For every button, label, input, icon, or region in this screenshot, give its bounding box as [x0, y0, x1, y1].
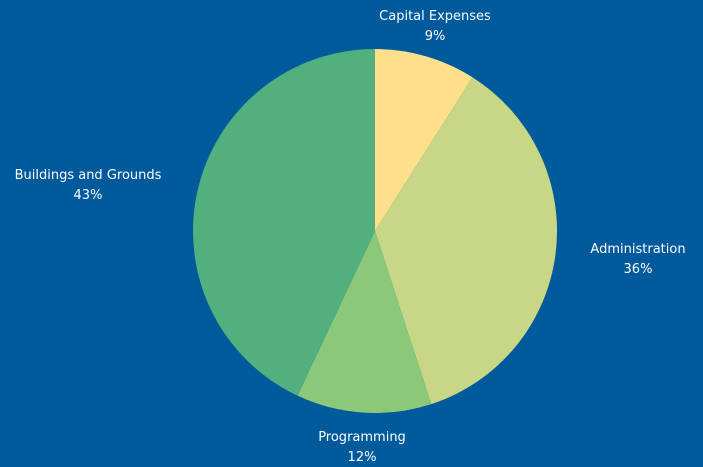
slice-name: Buildings and Grounds: [14, 168, 162, 183]
slice-percent: 36%: [623, 262, 653, 277]
slice-name: Programming: [318, 430, 406, 445]
slice-percent: 9%: [424, 29, 446, 44]
pie-slice-administration: [375, 77, 557, 405]
slice-label-capital-expenses: Capital Expenses 9%: [379, 7, 491, 47]
slice-label-buildings-and-grounds: Buildings and Grounds 43%: [15, 166, 162, 206]
slice-name: Capital Expenses: [379, 9, 491, 24]
slice-percent: 43%: [73, 188, 103, 203]
pie-slice-programming: [297, 231, 432, 413]
pie-slice-buildings-and-grounds: [192, 49, 375, 396]
slice-label-administration: Administration 36%: [590, 240, 685, 280]
slice-label-programming: Programming 12%: [318, 428, 406, 467]
slice-name: Administration: [590, 242, 686, 257]
slice-percent: 12%: [347, 450, 377, 465]
pie-slice-capital-expenses: [375, 48, 473, 231]
